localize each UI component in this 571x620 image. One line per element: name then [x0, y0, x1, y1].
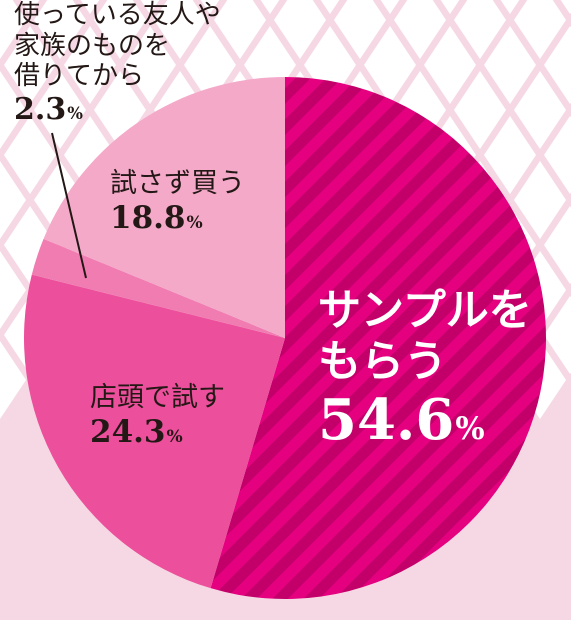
background-diamond: [4, 26, 56, 104]
background-diamond: [320, 0, 340, 14]
background-diamond: [94, 0, 146, 59]
background-diamond: [484, 116, 536, 194]
background-diamond: [484, 26, 536, 104]
background-diamond: [364, 26, 416, 104]
background-diamond: [260, 0, 280, 14]
background-diamond: [454, 71, 506, 149]
slice-value-0: 54.6%: [318, 387, 485, 454]
background-diamond: [80, 0, 100, 14]
slice-value-3: 18.8%: [110, 199, 203, 236]
background-diamond: [544, 26, 571, 104]
background-diamond: [140, 0, 160, 14]
background-diamond: [64, 26, 116, 104]
pie-slice-0: [210, 77, 546, 599]
slice-label-0: サンプルを もらう 54.6%: [318, 286, 532, 454]
background-diamond: [514, 71, 566, 149]
slice-label-1-line-0: 店頭で試す: [90, 382, 225, 413]
pie-slice-3: [43, 77, 286, 338]
background-diamond: [424, 26, 476, 104]
background-diamond: [124, 26, 176, 104]
background-diamond: [514, 161, 566, 239]
pie-slice-1: [23, 274, 285, 589]
background-diamond: [544, 116, 571, 194]
slice-label-0-line-1: もらう: [318, 336, 447, 387]
background-diamond: [0, 0, 26, 59]
slice-label-2: 使っている友人や 家族のものを 借りてから 2.3%: [14, 0, 221, 127]
background-diamond: [274, 0, 326, 59]
background-diamond: [514, 0, 566, 59]
background-diamond: [394, 0, 446, 59]
background-diamond: [0, 341, 26, 419]
slice-value-2: 2.3%: [14, 92, 83, 128]
background-diamond: [560, 0, 571, 14]
slice-value-1: 24.3%: [90, 413, 183, 450]
background-diamond: [214, 0, 266, 59]
background-diamond: [380, 0, 400, 14]
background-diamond: [334, 0, 386, 59]
background-diamond: [500, 0, 520, 14]
leader-line: [51, 132, 87, 279]
background-diamond: [544, 206, 571, 284]
slice-label-2-line-2: 借りてから: [14, 61, 145, 92]
background-diamond: [0, 71, 26, 149]
slice-label-2-line-0: 使っている友人や: [14, 0, 221, 30]
background-diamond: [154, 0, 206, 59]
slice-label-1: 店頭で試す 24.3%: [90, 382, 225, 450]
slice-label-2-line-1: 家族のものを: [14, 30, 171, 61]
slice-label-3-line-0: 試さず買う: [110, 168, 245, 199]
background-diamond: [34, 71, 86, 149]
background-diamond: [454, 0, 506, 59]
background-diamond: [34, 0, 86, 59]
background-diamond: [0, 251, 26, 329]
background-diamond: [200, 0, 220, 14]
background-diamond: [544, 296, 571, 374]
background-diamond: [0, 161, 26, 239]
slice-label-0-line-0: サンプルを: [318, 286, 532, 336]
background-diamond: [440, 0, 460, 14]
slice-label-3: 試さず買う 18.8%: [110, 168, 245, 236]
pie-slice-2: [31, 238, 285, 338]
background-diamond: [20, 0, 40, 14]
background-diamond: [4, 116, 56, 194]
